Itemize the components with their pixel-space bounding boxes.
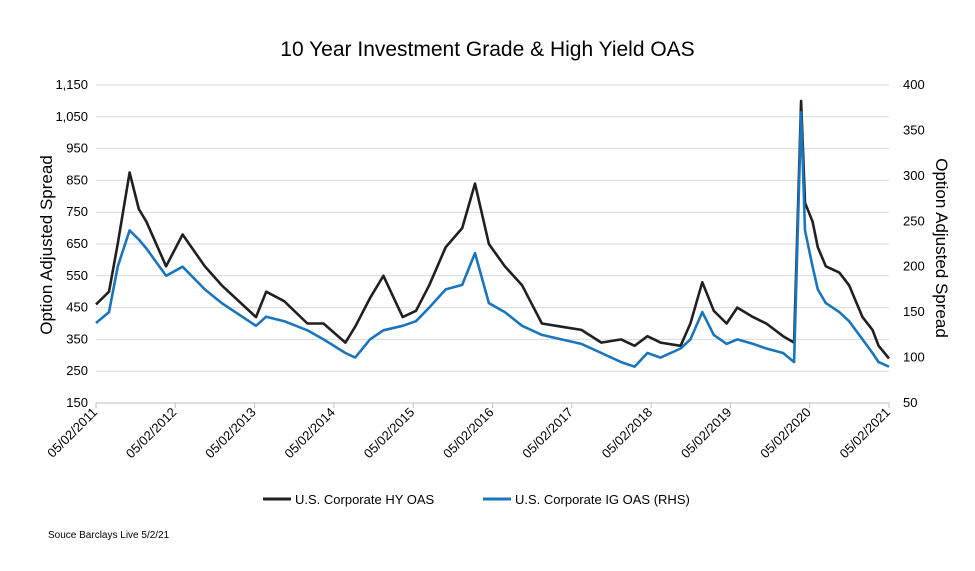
- x-tick-label: 05/02/2011: [44, 405, 100, 461]
- left-tick-label: 450: [66, 300, 88, 315]
- x-tick-label: 05/02/2014: [281, 405, 338, 462]
- right-y-axis: 50 100 150 200 250 300 350 400: [903, 77, 925, 410]
- x-tick-label: 05/02/2021: [836, 405, 893, 462]
- series-line-hy: [95, 99, 891, 360]
- left-tick-label: 150: [66, 395, 88, 410]
- right-tick-label: 50: [903, 395, 917, 410]
- x-tick-label: 05/02/2018: [599, 405, 656, 462]
- left-tick-label: 1,050: [55, 109, 88, 124]
- gridlines: [96, 84, 889, 404]
- left-tick-label: 950: [66, 141, 88, 156]
- right-tick-label: 350: [903, 122, 925, 137]
- right-tick-label: 150: [903, 304, 925, 319]
- right-tick-label: 200: [903, 259, 925, 274]
- x-tick-label: 05/02/2012: [123, 405, 180, 462]
- left-y-axis: 150 250 350 450 550 650 750 850 950 1,050 1,150: [55, 77, 88, 410]
- x-axis: 05/02/2011 05/02/2012 05/02/2013 05/02/2014…: [44, 402, 893, 462]
- right-axis-title: Option Adjusted Spread: [932, 158, 951, 338]
- series-lines: [95, 99, 891, 369]
- x-tick-label: 05/02/2017: [519, 405, 576, 462]
- x-tick-label: 05/02/2016: [440, 405, 497, 462]
- left-axis-title: Option Adjusted Spread: [37, 155, 56, 335]
- left-tick-label: 1,150: [55, 77, 88, 92]
- left-tick-label: 750: [66, 204, 88, 219]
- left-tick-label: 850: [66, 172, 88, 187]
- left-tick-label: 550: [66, 268, 88, 283]
- x-tick-label: 05/02/2013: [202, 405, 259, 462]
- x-tick-label: 05/02/2015: [361, 405, 418, 462]
- right-tick-label: 100: [903, 350, 925, 365]
- source-note: Souce Barclays Live 5/2/21: [48, 530, 170, 541]
- legend: U.S. Corporate HY OAS U.S. Corporate IG O…: [263, 492, 690, 507]
- right-tick-label: 250: [903, 213, 925, 228]
- right-tick-label: 400: [903, 77, 925, 92]
- left-tick-label: 650: [66, 236, 88, 251]
- left-tick-label: 350: [66, 331, 88, 346]
- legend-label: U.S. Corporate IG OAS (RHS): [515, 492, 690, 507]
- x-tick-label: 05/02/2019: [678, 405, 735, 462]
- left-tick-label: 250: [66, 363, 88, 378]
- right-tick-label: 300: [903, 168, 925, 183]
- series-line-ig: [95, 111, 890, 369]
- legend-label: U.S. Corporate HY OAS: [295, 492, 435, 507]
- x-tick-label: 05/02/2020: [757, 405, 814, 462]
- chart-title: 10 Year Investment Grade & High Yield OA…: [280, 38, 695, 61]
